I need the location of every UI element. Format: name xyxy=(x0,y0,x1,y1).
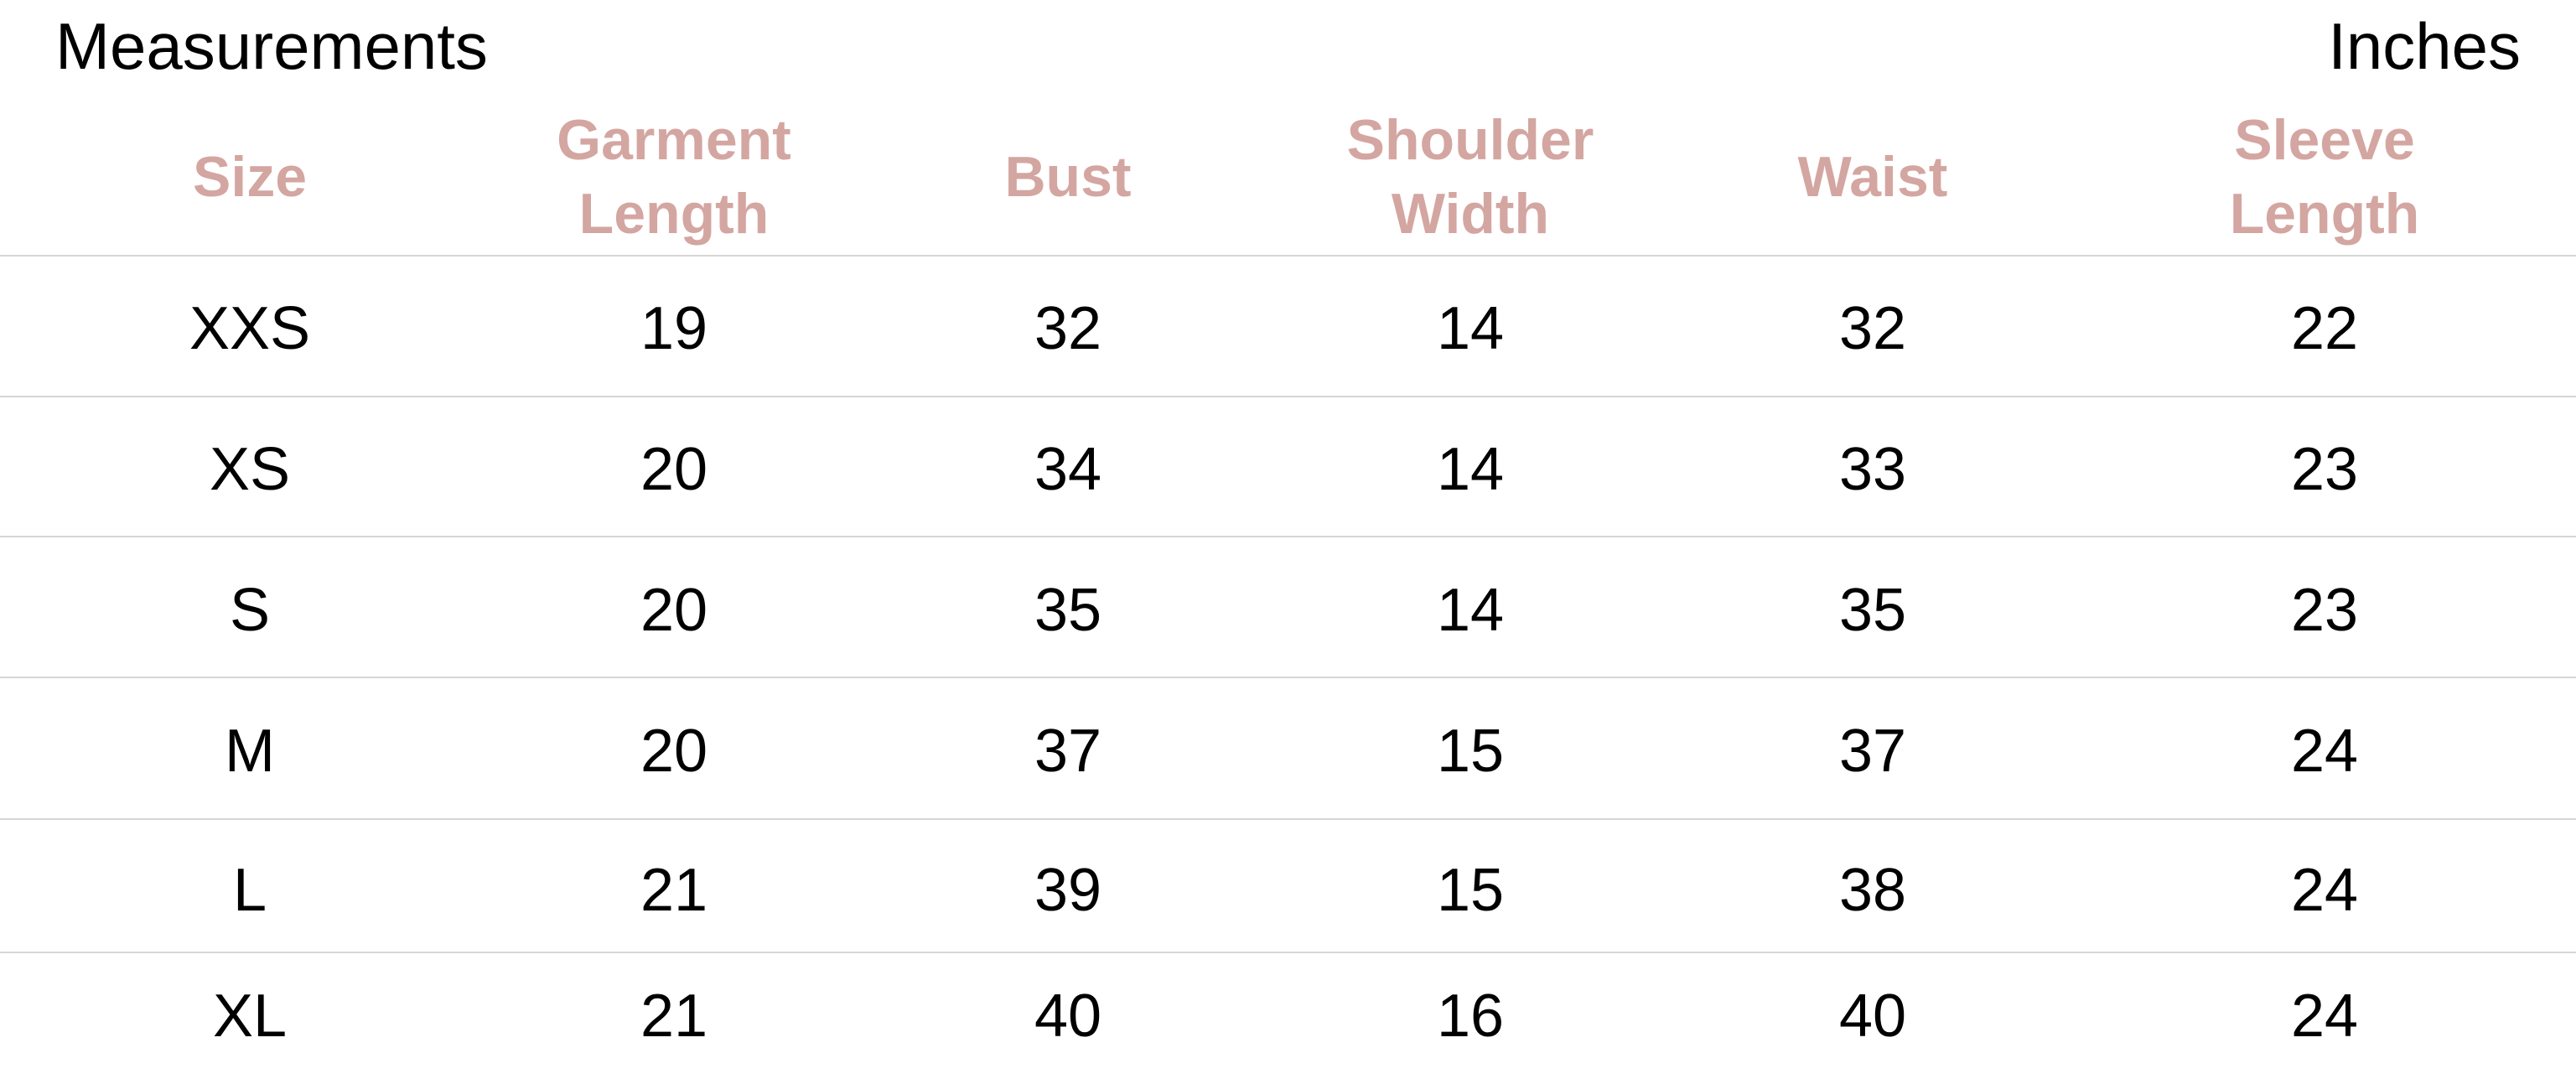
size-cell: XXS xyxy=(189,295,311,362)
column-header: Sleeve Length xyxy=(2229,108,2420,246)
measurement-cell: 32 xyxy=(1034,295,1102,362)
measurement-cell: 14 xyxy=(1436,436,1505,503)
measurement-cell: 35 xyxy=(1034,577,1102,644)
row-divider xyxy=(0,396,2576,397)
measurement-cell: 24 xyxy=(2290,857,2359,924)
size-cell: M xyxy=(225,718,275,785)
measurement-cell: 33 xyxy=(1838,436,1907,503)
measurement-cell: 35 xyxy=(1838,577,1907,644)
column-header: Size xyxy=(192,145,308,209)
measurements-title: Measurements xyxy=(55,9,488,83)
row-divider xyxy=(0,255,2576,257)
column-header: Bust xyxy=(1004,145,1132,209)
measurement-cell: 24 xyxy=(2290,718,2359,785)
size-cell: XL xyxy=(212,983,288,1050)
size-cell: XS xyxy=(209,436,291,503)
size-cell: S xyxy=(229,577,271,644)
measurement-cell: 34 xyxy=(1034,436,1102,503)
measurement-cell: 40 xyxy=(1838,983,1907,1050)
measurement-cell: 40 xyxy=(1034,983,1102,1050)
measurement-cell: 19 xyxy=(640,295,708,362)
row-divider xyxy=(0,536,2576,537)
measurement-cell: 22 xyxy=(2290,295,2359,362)
measurement-cell: 23 xyxy=(2290,577,2359,644)
measurement-cell: 20 xyxy=(640,718,708,785)
measurement-cell: 21 xyxy=(640,983,708,1050)
measurement-cell: 39 xyxy=(1034,857,1102,924)
column-header: Shoulder Width xyxy=(1346,108,1594,246)
measurement-cell: 21 xyxy=(640,857,708,924)
measurement-cell: 14 xyxy=(1436,577,1505,644)
measurement-cell: 15 xyxy=(1436,718,1505,785)
measurement-cell: 14 xyxy=(1436,295,1505,362)
measurement-cell: 23 xyxy=(2290,436,2359,503)
row-divider xyxy=(0,818,2576,820)
row-divider xyxy=(0,677,2576,678)
measurement-cell: 16 xyxy=(1436,983,1505,1050)
measurement-cell: 15 xyxy=(1436,857,1505,924)
measurement-cell: 32 xyxy=(1838,295,1907,362)
size-cell: L xyxy=(232,857,267,924)
measurement-cell: 37 xyxy=(1838,718,1907,785)
measurement-cell: 38 xyxy=(1838,857,1907,924)
row-divider xyxy=(0,952,2576,953)
column-header: Waist xyxy=(1797,145,1948,209)
measurement-cell: 37 xyxy=(1034,718,1102,785)
measurement-cell: 24 xyxy=(2290,983,2359,1050)
measurement-cell: 20 xyxy=(640,577,708,644)
measurement-cell: 20 xyxy=(640,436,708,503)
column-header: Garment Length xyxy=(557,108,791,246)
unit-label: Inches xyxy=(2328,9,2521,83)
